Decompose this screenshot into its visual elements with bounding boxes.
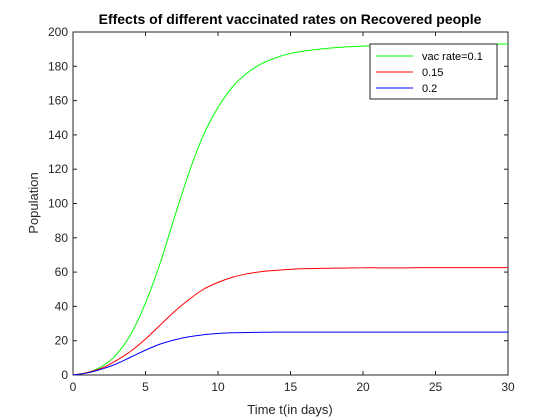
y-tick-label: 20 — [55, 334, 69, 348]
x-tick-label: 25 — [429, 380, 443, 394]
y-tick-label: 80 — [55, 231, 69, 245]
legend-entry-1: 0.15 — [422, 67, 443, 79]
series-line-1 — [72, 267, 508, 376]
legend: vac rate=0.1 0.15 0.2 — [369, 43, 498, 100]
y-tick-label: 40 — [55, 299, 69, 313]
x-tick-label: 15 — [284, 380, 298, 394]
y-tick-label: 60 — [55, 265, 69, 279]
y-tick-label: 140 — [48, 128, 68, 142]
y-tick-label: 180 — [48, 59, 68, 73]
legend-entry-2: 0.2 — [422, 83, 437, 95]
chart-title: Effects of different vaccinated rates on… — [99, 11, 482, 27]
x-tick-label: 10 — [211, 380, 225, 394]
y-tick-label: 160 — [48, 94, 68, 108]
y-tick-label: 200 — [48, 25, 68, 39]
x-tick-label: 5 — [142, 380, 149, 394]
legend-entry-0: vac rate=0.1 — [422, 51, 483, 63]
y-tick-label: 120 — [48, 162, 68, 176]
y-tick-label: 0 — [61, 368, 68, 382]
x-axis-label: Time t(in days) — [247, 402, 332, 417]
x-tick-label: 0 — [70, 380, 77, 394]
series-line-2 — [72, 331, 508, 376]
axis-ticks: 0 5 10 15 20 25 30 0 20 40 60 80 100 120 140 160 180 200 — [48, 25, 515, 394]
y-axis-label: Population — [26, 172, 41, 233]
x-tick-label: 20 — [356, 380, 370, 394]
y-tick-label: 100 — [48, 197, 68, 211]
x-tick-label: 30 — [501, 380, 515, 394]
